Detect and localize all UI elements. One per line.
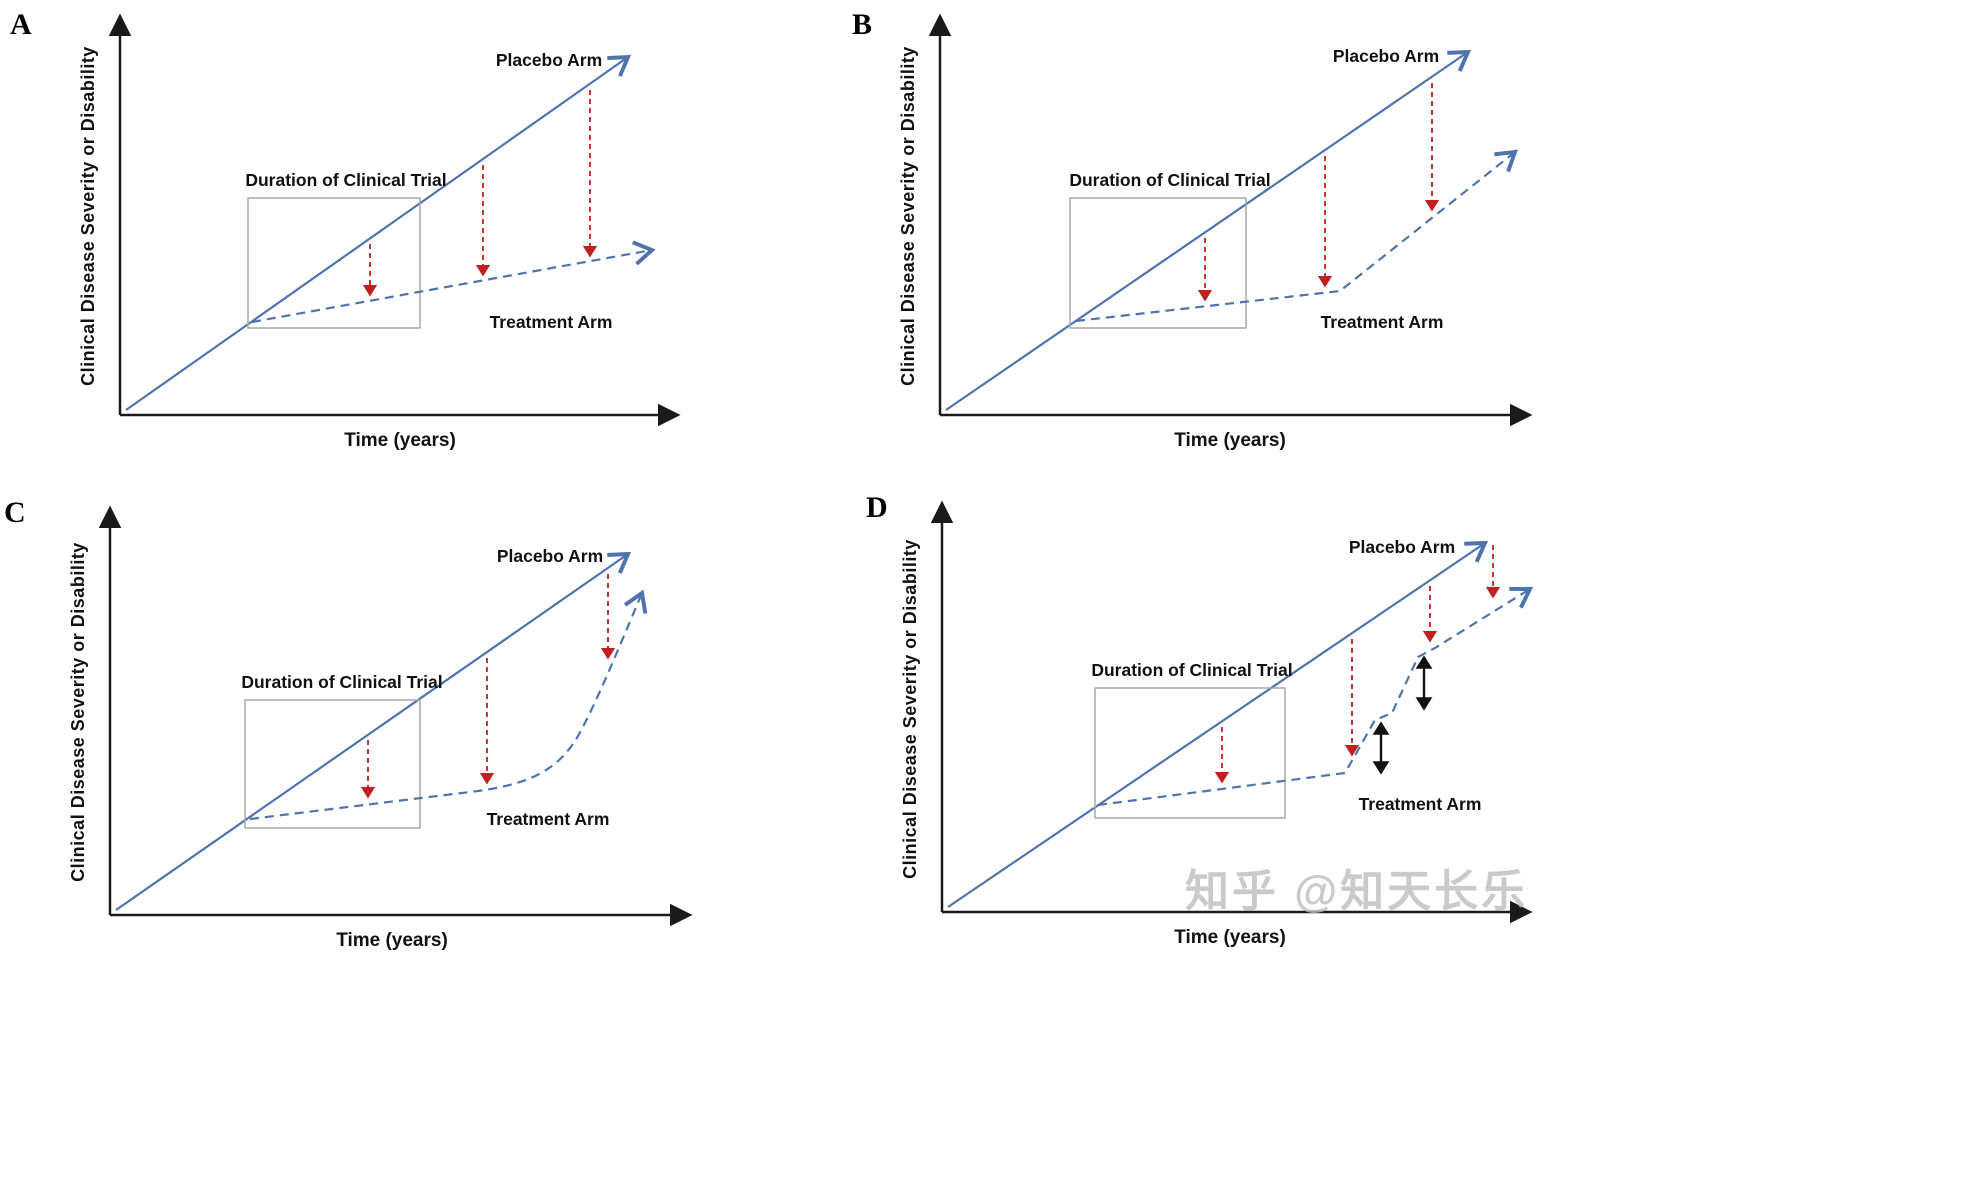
trial-duration-box xyxy=(247,197,421,329)
trial-duration-box xyxy=(244,699,421,829)
y-axis-label: Clinical Disease Severity or Disability xyxy=(900,539,920,879)
placebo-arm-label: Placebo Arm xyxy=(496,50,602,70)
panel-d: D Clinical Disease Severity or Disabilit… xyxy=(830,485,1570,975)
treatment-arm-label: Treatment Arm xyxy=(490,312,613,332)
trial-duration-label: Duration of Clinical Trial xyxy=(1091,660,1292,680)
trial-duration-box xyxy=(1069,197,1247,329)
x-axis-label: Time (years) xyxy=(1174,927,1286,948)
y-axis-label: Clinical Disease Severity or Disability xyxy=(898,46,918,386)
placebo-arm-line xyxy=(125,54,632,411)
trial-duration-box xyxy=(1094,687,1286,819)
x-axis-label: Time (years) xyxy=(344,430,456,451)
placebo-arm-label: Placebo Arm xyxy=(1349,537,1455,557)
panel-a: A Clinical Disease Severity or Disabilit… xyxy=(0,0,720,470)
placebo-arm-line xyxy=(115,551,632,911)
y-axis-label: Clinical Disease Severity or Disability xyxy=(78,46,98,386)
trial-duration-label: Duration of Clinical Trial xyxy=(241,672,442,692)
treatment-arm-label: Treatment Arm xyxy=(1359,794,1482,814)
panel-b: B Clinical Disease Severity or Disabilit… xyxy=(830,0,1550,470)
treatment-arm-label: Treatment Arm xyxy=(487,809,610,829)
treatment-arm-line xyxy=(249,589,648,821)
panel-letter: A xyxy=(10,8,32,41)
placebo-arm-label: Placebo Arm xyxy=(1333,46,1439,66)
trial-duration-label: Duration of Clinical Trial xyxy=(245,170,446,190)
x-axis-label: Time (years) xyxy=(1174,430,1286,451)
panel-c: C Clinical Disease Severity or Disabilit… xyxy=(0,490,720,970)
treatment-arm-line xyxy=(1097,586,1534,807)
watermark: 知乎 @知天长乐 xyxy=(1185,867,1529,916)
x-axis-label: Time (years) xyxy=(336,930,448,951)
treatment-arm-line xyxy=(251,240,656,324)
treatment-arm-label: Treatment Arm xyxy=(1321,312,1444,332)
placebo-arm-label: Placebo Arm xyxy=(497,546,603,566)
panel-letter: C xyxy=(4,496,26,529)
panel-letter: B xyxy=(852,8,872,41)
panel-letter: D xyxy=(866,491,888,524)
placebo-arm-line xyxy=(945,49,1472,411)
trial-duration-label: Duration of Clinical Trial xyxy=(1069,170,1270,190)
y-axis-label: Clinical Disease Severity or Disability xyxy=(68,542,88,882)
placebo-arm-line xyxy=(947,540,1489,908)
